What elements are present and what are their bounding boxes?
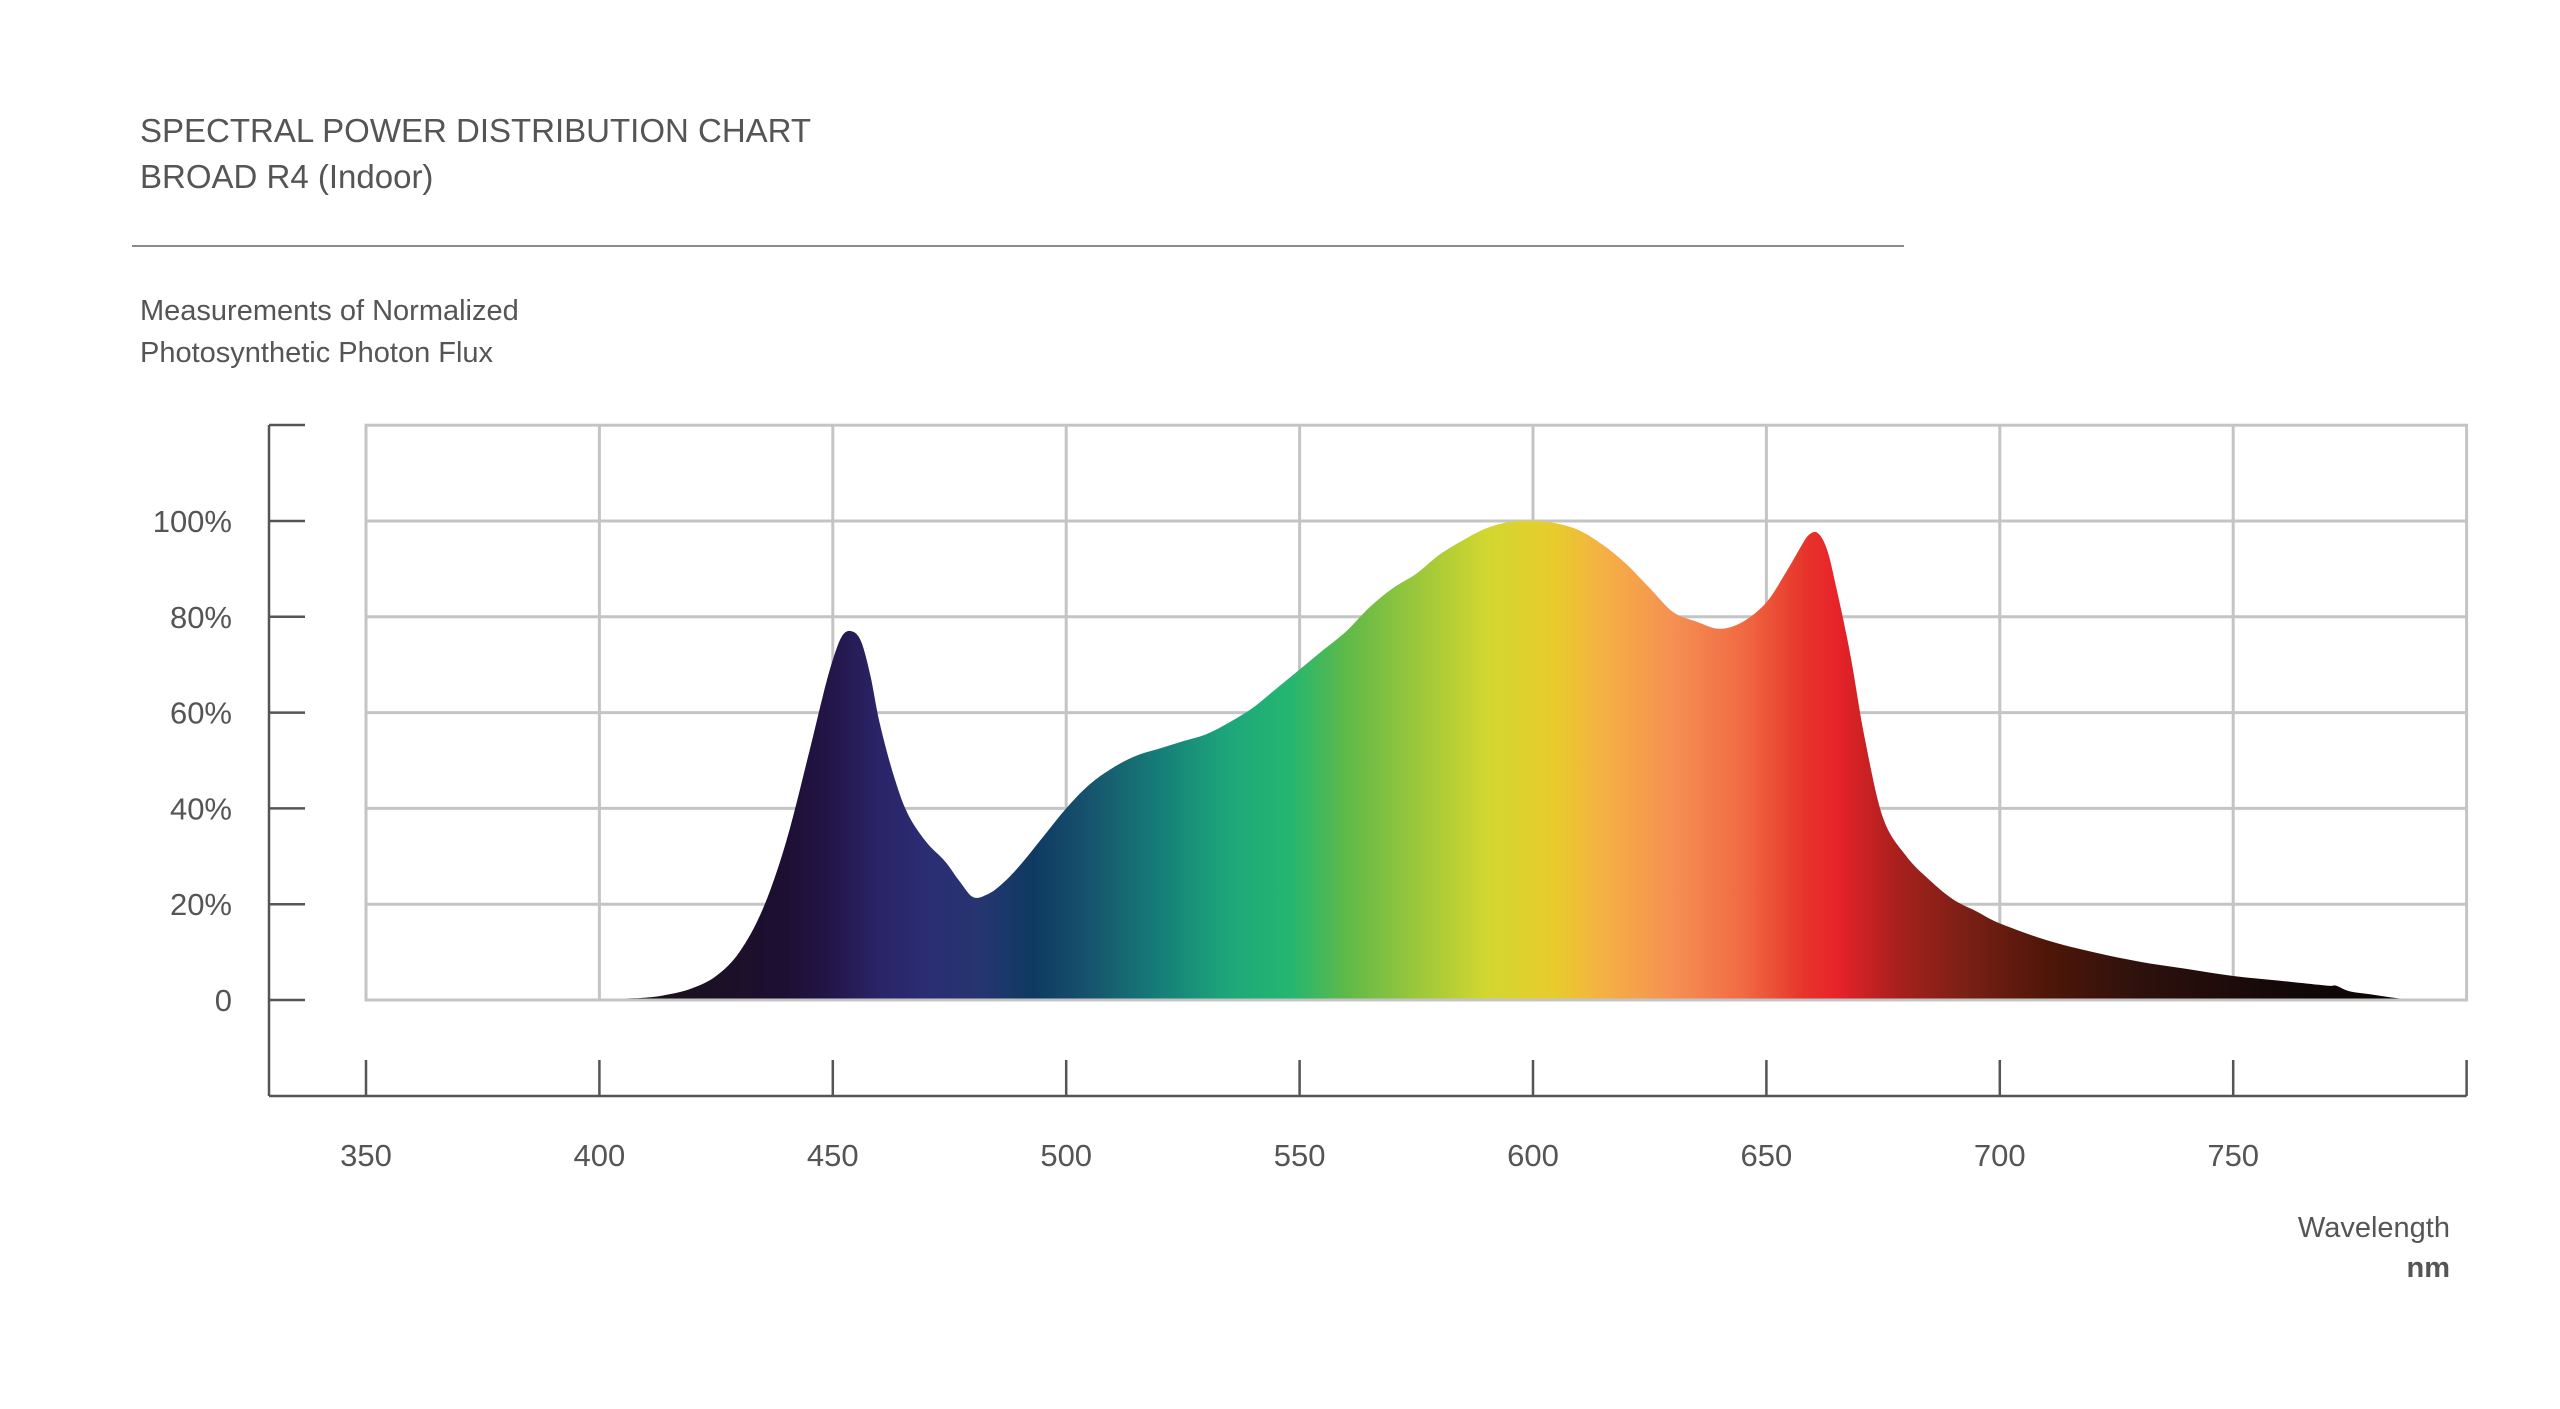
x-tick-label: 350 [340, 1138, 392, 1173]
y-tick-label: 40% [170, 791, 232, 826]
y-tick-label: 20% [170, 887, 232, 922]
chart-subtitle: BROAD R4 (Indoor) [140, 158, 434, 195]
x-tick-label: 450 [807, 1138, 859, 1173]
spectrum-area-layer [506, 520, 2420, 1000]
y-tick-labels: 0 20% 40% 60% 80% 100% [153, 504, 232, 1018]
x-tick-labels: 350 400 450 500 550 600 650 700 750 [340, 1138, 2259, 1173]
x-tick-label: 650 [1741, 1138, 1793, 1173]
header-divider [132, 245, 1904, 247]
x-tick-label: 700 [1974, 1138, 2026, 1173]
x-axis-caption-name: Wavelength [2297, 1212, 2450, 1244]
x-axis-caption: Wavelength nm [2298, 1208, 2450, 1288]
chart-header: SPECTRAL POWER DISTRIBUTION CHART BROAD … [140, 108, 811, 200]
y-axis-caption: Measurements of Normalized Photosyntheti… [140, 290, 519, 374]
y-axis-caption-line2: Photosynthetic Photon Flux [140, 337, 494, 369]
x-tick-label: 600 [1507, 1138, 1559, 1173]
y-tick-label: 0 [215, 983, 232, 1018]
x-tick-label: 500 [1040, 1138, 1092, 1173]
spectrum-area [506, 520, 2420, 1000]
x-axis-caption-unit: nm [2406, 1252, 2451, 1284]
y-axis-caption-line1: Measurements of Normalized [140, 295, 519, 327]
x-tick-label: 550 [1274, 1138, 1326, 1173]
y-tick-label: 60% [170, 696, 232, 731]
x-tick-label: 400 [574, 1138, 626, 1173]
axis-layer [267, 423, 2468, 1098]
y-tick-label: 100% [153, 504, 232, 539]
chart-title: SPECTRAL POWER DISTRIBUTION CHART [140, 112, 812, 149]
x-tick-label: 750 [2207, 1138, 2259, 1173]
y-tick-label: 80% [170, 600, 232, 635]
